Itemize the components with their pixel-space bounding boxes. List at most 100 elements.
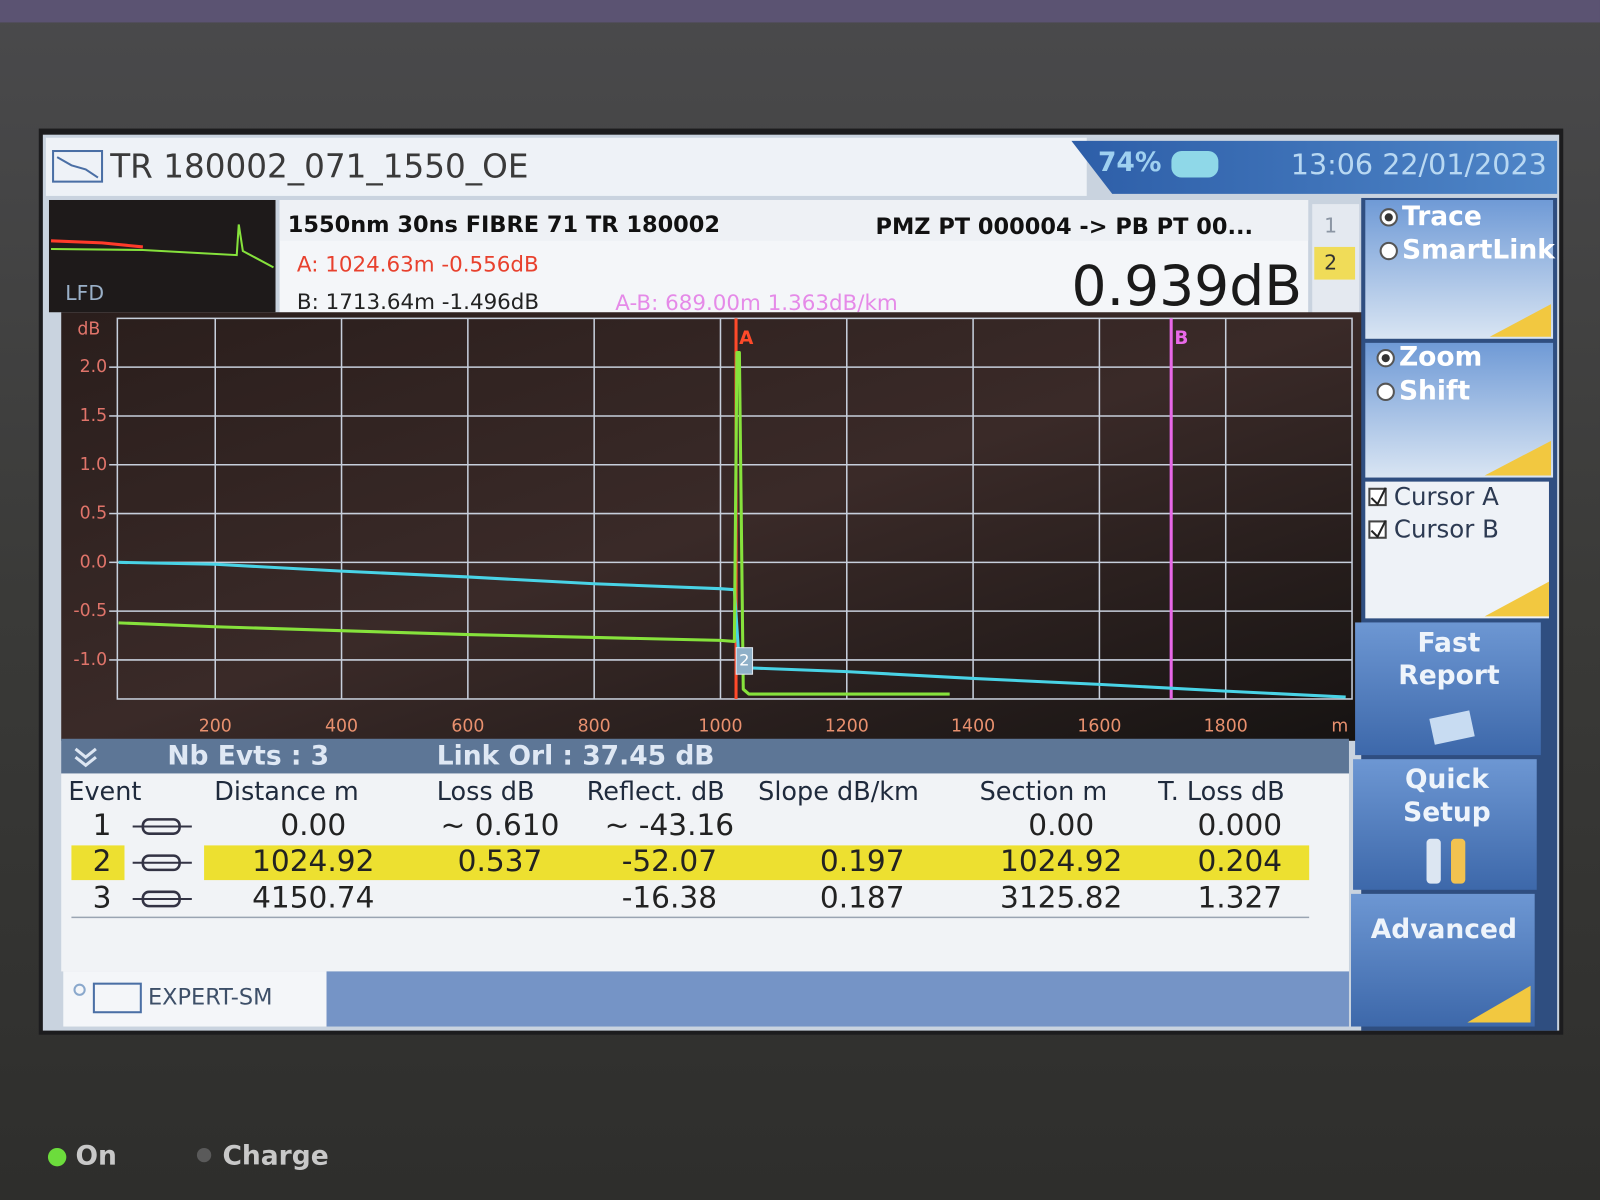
table-cell: 0.187 [820,880,905,914]
quick-setup-button[interactable] [1353,759,1537,890]
x-tick-label: 200 [199,717,232,737]
x-tick-label: 600 [451,717,484,737]
knob-indicator [1467,985,1531,1023]
setup-icon [1426,838,1441,884]
column-header: Section m [980,777,1108,807]
event-marker [735,647,754,675]
thumbnail-label: LFD [65,281,104,305]
tab-icon [92,982,142,1014]
plot-panel [61,312,1364,741]
trace-tab[interactable]: 1 [1324,214,1337,238]
link-orl: Link Orl : 37.45 dB [437,741,715,772]
column-header: Distance m [214,777,358,807]
y-tick-label: 1.0 [80,455,108,475]
tab-strip [326,971,1349,1027]
battery-level: 74% [1098,147,1161,178]
option-smartlink[interactable]: SmartLink [1402,235,1556,266]
zoom-mode-box[interactable] [1365,342,1554,478]
option-cursor-a[interactable]: Cursor A [1394,482,1499,511]
power-label: On [76,1141,117,1172]
column-header: Slope dB/km [758,777,919,807]
radio-dot [1381,354,1390,363]
app-name: EXPERT-SM [148,984,273,1010]
option-shift[interactable]: Shift [1399,375,1471,406]
table-cell: 1024.92 [252,844,374,878]
table-cell: -52.07 [622,844,717,878]
file-title: TR 180002_071_1550_OE [109,147,528,185]
button-label[interactable]: Setup [1403,797,1491,828]
bezel-top [0,0,1600,23]
radio[interactable] [1376,382,1395,402]
checkmark [1370,519,1387,539]
knob-indicator [1484,581,1549,617]
x-tick-label: 1400 [951,717,995,737]
trace-mode-box[interactable] [1365,199,1554,339]
table-cell: 0.197 [820,844,905,878]
table-cell: ~ -43.16 [605,808,735,842]
y-tick-label: -1.0 [73,650,107,670]
column-header: Loss dB [437,777,535,807]
table-cell: 1 [93,808,112,842]
column-header: T. Loss dB [1157,777,1284,807]
charge-label: Charge [222,1141,328,1172]
trace-tab[interactable]: 2 [1324,250,1337,274]
button-label[interactable]: Quick [1405,764,1490,795]
option-zoom[interactable]: Zoom [1399,342,1482,373]
charge-led [196,1147,212,1163]
date-time: 13:06 22/01/2023 [1291,147,1547,181]
table-cell: 3 [93,880,112,914]
option-cursor-b[interactable]: Cursor B [1394,515,1499,544]
button-label[interactable]: Report [1398,660,1500,691]
table-cell: 3125.82 [1000,880,1122,914]
knob-indicator [1484,440,1552,476]
plot: 2.0 1.5 1.0 0.5 0.0 -0.5 -1.0 dB 200 400 600 800 100… [73,317,1353,737]
table-cell: 0.000 [1197,808,1282,842]
trace-line [118,351,950,696]
button-label[interactable]: Fast [1418,627,1481,658]
radio[interactable] [1379,241,1398,261]
y-tick-label: 0.0 [80,552,108,572]
cursor-label: A [739,328,754,349]
power-led [47,1147,67,1167]
option-trace[interactable]: Trace [1402,201,1482,232]
table-cell: -16.38 [622,880,717,914]
app-tab[interactable] [63,971,327,1027]
table-cell: 0.00 [1028,808,1094,842]
title-bar [45,137,1087,196]
event-count: Nb Evts : 3 [167,741,329,772]
x-tick-label: 1200 [825,717,869,737]
column-header: Reflect. dB [587,777,725,807]
x-tick-label: 400 [325,717,358,737]
title-icon-trace [56,156,99,179]
table-cell: 0.00 [280,808,346,842]
table-cell: 0.204 [1197,844,1282,878]
report-icon [1429,710,1475,745]
collapse-icon[interactable] [74,747,97,760]
column-header: Event [68,777,141,807]
acquisition-info: 1550nm 30ns FIBRE 71 TR 180002 [288,212,720,238]
button-label[interactable]: Advanced [1371,914,1517,945]
info-header [279,199,1309,241]
table-cell: 1.327 [1197,880,1282,914]
y-tick-label: 2.0 [80,357,108,377]
thumbnail-trace [50,239,144,249]
cursor-b-readout: B: 1713.64m -1.496dB [297,290,539,315]
y-tick-label: -0.5 [73,601,107,621]
x-tick-label: 1000 [698,717,742,737]
thumbnail [48,199,276,313]
checkmark [1370,487,1387,506]
y-tick-label: 1.5 [80,406,108,426]
events-table-body: Event Distance m Loss dB Reflect. dB Slope d… [68,777,1310,919]
battery-icon [1171,151,1219,178]
y-unit: dB [77,320,100,340]
trace-tab-active [1314,246,1356,280]
result-value: 0.939dB [1072,254,1303,318]
cursor-label: B [1174,328,1188,349]
trace-line [118,560,1346,699]
x-tick-label: 1800 [1204,717,1248,737]
cursor-a-readout: A: 1024.63m -0.556dB [297,252,539,277]
x-unit: m [1331,717,1348,737]
collapse-icon[interactable] [74,755,97,768]
